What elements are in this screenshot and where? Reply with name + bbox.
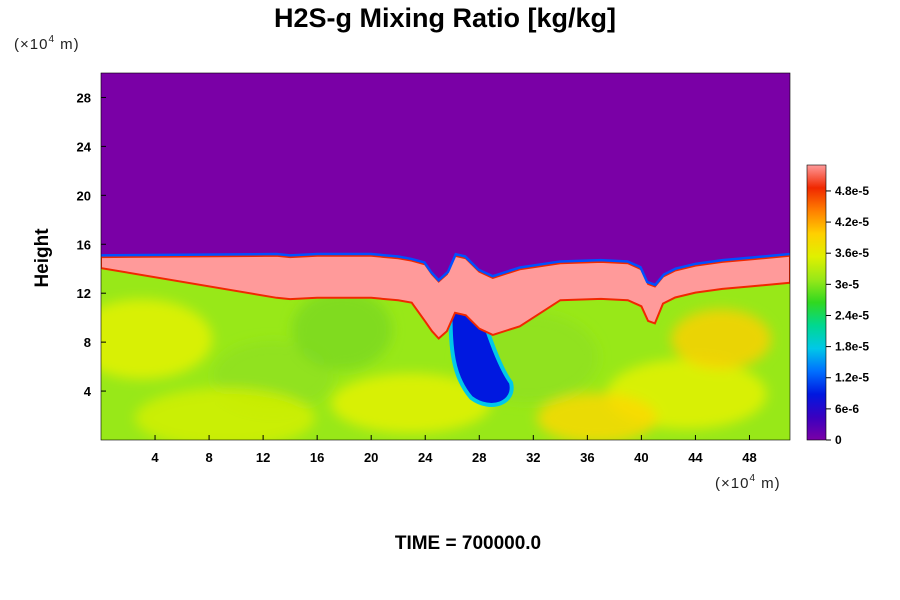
colorbar-tick-label: 6e-6 <box>835 402 859 416</box>
x-tick-label: 36 <box>580 450 594 465</box>
eddy-blob <box>331 373 492 434</box>
eddy-blob <box>292 289 393 370</box>
eddy-blob <box>671 309 772 370</box>
eddy-blob <box>537 392 658 440</box>
eddy-blob <box>101 299 213 380</box>
heatmap-field <box>101 73 790 440</box>
x-tick-label: 20 <box>364 450 378 465</box>
x-tick-label: 40 <box>634 450 648 465</box>
colorbar-tick-label: 3e-5 <box>835 277 859 291</box>
x-tick-label: 48 <box>742 450 756 465</box>
x-tick-label: 4 <box>151 450 159 465</box>
x-tick-label: 44 <box>688 450 703 465</box>
colorbar-tick-label: 0 <box>835 433 842 447</box>
x-axis-ticks: 4 8 12 16 20 24 28 32 36 40 44 48 <box>151 435 757 465</box>
y-axis-ticks: 4 8 12 16 20 24 28 <box>77 90 106 399</box>
y-tick-label: 28 <box>77 90 91 105</box>
colorbar-tick-label: 1.8e-5 <box>835 340 869 354</box>
colorbar-tick-label: 3.6e-5 <box>835 246 869 260</box>
upper-layer-region <box>101 73 790 284</box>
chart-title: H2S-g Mixing Ratio [kg/kg] <box>274 3 616 33</box>
x-tick-label: 16 <box>310 450 324 465</box>
colorbar <box>806 164 827 441</box>
x-tick-label: 12 <box>256 450 270 465</box>
y-tick-label: 20 <box>77 188 91 203</box>
y-tick-label: 16 <box>77 237 91 252</box>
y-tick-label: 24 <box>77 139 92 154</box>
y-tick-label: 4 <box>84 384 92 399</box>
y-tick-label: 8 <box>84 335 91 350</box>
colorbar-tick-label: 4.2e-5 <box>835 215 869 229</box>
y-axis-unit: (×104 m) <box>14 34 80 53</box>
y-axis-label: Height <box>32 228 53 288</box>
colorbar-tick-label: 2.4e-5 <box>835 308 869 322</box>
eddy-blob <box>135 387 315 440</box>
time-label: TIME = 700000.0 <box>395 533 541 554</box>
x-tick-label: 24 <box>418 450 433 465</box>
colorbar-tick-label: 1.2e-5 <box>835 371 869 385</box>
plot-frame <box>100 72 791 441</box>
x-tick-label: 28 <box>472 450 486 465</box>
x-tick-label: 8 <box>205 450 212 465</box>
colorbar-ticks: 0 6e-6 1.2e-5 1.8e-5 2.4e-5 3e-5 3.6e-5 4.2e-5 4… <box>826 184 869 447</box>
y-tick-label: 12 <box>77 286 91 301</box>
colorbar-tick-label: 4.8e-5 <box>835 184 869 198</box>
x-tick-label: 32 <box>526 450 540 465</box>
x-axis-unit: (×104 m) <box>715 473 781 492</box>
